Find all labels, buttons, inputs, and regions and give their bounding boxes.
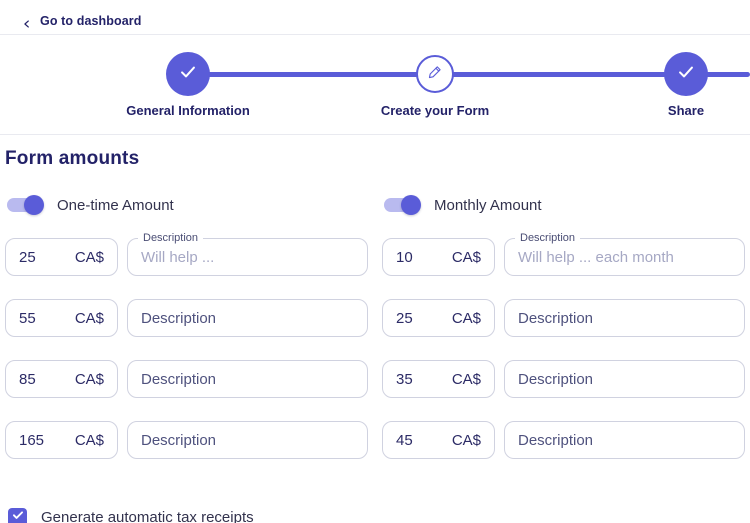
tax-receipts-label: Generate automatic tax receipts <box>41 509 254 523</box>
back-link-label: Go to dashboard <box>40 14 142 28</box>
description-input[interactable] <box>505 431 744 449</box>
amount-input[interactable] <box>383 431 435 449</box>
description-input[interactable] <box>505 248 744 266</box>
check-icon <box>11 508 25 523</box>
tax-receipts-checkbox[interactable] <box>8 508 27 523</box>
currency-suffix: CA$ <box>74 248 104 266</box>
currency-suffix: CA$ <box>74 431 104 449</box>
description-field <box>504 299 745 337</box>
toggle-knob <box>401 195 421 215</box>
description-input[interactable] <box>505 370 744 388</box>
amount-row: CA$ <box>382 421 745 459</box>
amount-row: CA$ <box>5 360 368 398</box>
tax-receipts-row: Generate automatic tax receipts <box>5 508 745 523</box>
amount-field: CA$ <box>5 299 118 337</box>
step-general-information[interactable]: General Information <box>78 52 298 118</box>
currency-suffix: CA$ <box>451 248 481 266</box>
currency-suffix: CA$ <box>451 309 481 327</box>
pencil-icon <box>427 63 444 85</box>
description-field-label: Description <box>138 231 204 246</box>
amount-input[interactable] <box>6 431 58 449</box>
description-input[interactable] <box>128 370 367 388</box>
description-field <box>127 421 368 459</box>
monthly-amount-column: CA$ Description CA$ <box>382 231 745 482</box>
stepper-connector-line <box>188 72 750 77</box>
check-icon <box>675 61 697 88</box>
monthly-amount-toggle[interactable] <box>384 195 421 215</box>
description-input[interactable] <box>128 431 367 449</box>
description-field <box>127 360 368 398</box>
amount-input[interactable] <box>6 248 58 266</box>
currency-suffix: CA$ <box>451 431 481 449</box>
description-input[interactable] <box>505 309 744 327</box>
monthly-amount-toggle-row: Monthly Amount <box>382 193 745 217</box>
one-time-amount-toggle[interactable] <box>7 195 44 215</box>
step-label: General Information <box>126 103 250 118</box>
step-share[interactable]: Share <box>576 52 750 118</box>
currency-suffix: CA$ <box>451 370 481 388</box>
step-complete-circle <box>166 52 210 96</box>
amount-field: CA$ <box>5 238 118 276</box>
chevron-left-icon <box>22 16 32 28</box>
amount-field: CA$ <box>382 238 495 276</box>
description-field-label: Description <box>515 231 581 246</box>
amount-row: CA$ <box>5 299 368 337</box>
progress-stepper: General Information Create your Form <box>0 34 750 135</box>
toggle-label: One-time Amount <box>57 196 174 214</box>
description-field: Description <box>504 231 745 276</box>
description-input[interactable] <box>128 309 367 327</box>
page-title: Form amounts <box>5 148 140 169</box>
description-field: Description <box>127 231 368 276</box>
amount-row: CA$ <box>382 360 745 398</box>
amount-input[interactable] <box>383 309 435 327</box>
toggle-knob <box>24 195 44 215</box>
amount-row: CA$ <box>382 299 745 337</box>
one-time-amount-column: CA$ Description CA$ <box>5 231 368 482</box>
currency-suffix: CA$ <box>74 370 104 388</box>
amount-field: CA$ <box>382 421 495 459</box>
back-to-dashboard-link[interactable]: Go to dashboard <box>0 0 750 34</box>
amount-field: CA$ <box>5 421 118 459</box>
amount-input[interactable] <box>383 370 435 388</box>
amount-row: CA$ Description <box>382 231 745 276</box>
step-label: Create your Form <box>380 103 490 118</box>
amount-field: CA$ <box>382 299 495 337</box>
check-icon <box>177 61 199 88</box>
description-field <box>127 299 368 337</box>
one-time-amount-toggle-row: One-time Amount <box>5 193 368 217</box>
amount-field: CA$ <box>5 360 118 398</box>
amount-input[interactable] <box>6 370 58 388</box>
amount-row: CA$ Description <box>5 231 368 276</box>
step-create-your-form[interactable]: Create your Form <box>325 52 545 118</box>
step-label: Share <box>667 103 705 118</box>
amount-input[interactable] <box>383 248 435 266</box>
amount-row: CA$ <box>5 421 368 459</box>
amount-field: CA$ <box>382 360 495 398</box>
description-field <box>504 421 745 459</box>
step-current-circle <box>416 55 454 93</box>
step-complete-circle <box>664 52 708 96</box>
amount-input[interactable] <box>6 309 58 327</box>
description-field <box>504 360 745 398</box>
toggle-label: Monthly Amount <box>434 196 542 214</box>
currency-suffix: CA$ <box>74 309 104 327</box>
description-input[interactable] <box>128 248 367 266</box>
